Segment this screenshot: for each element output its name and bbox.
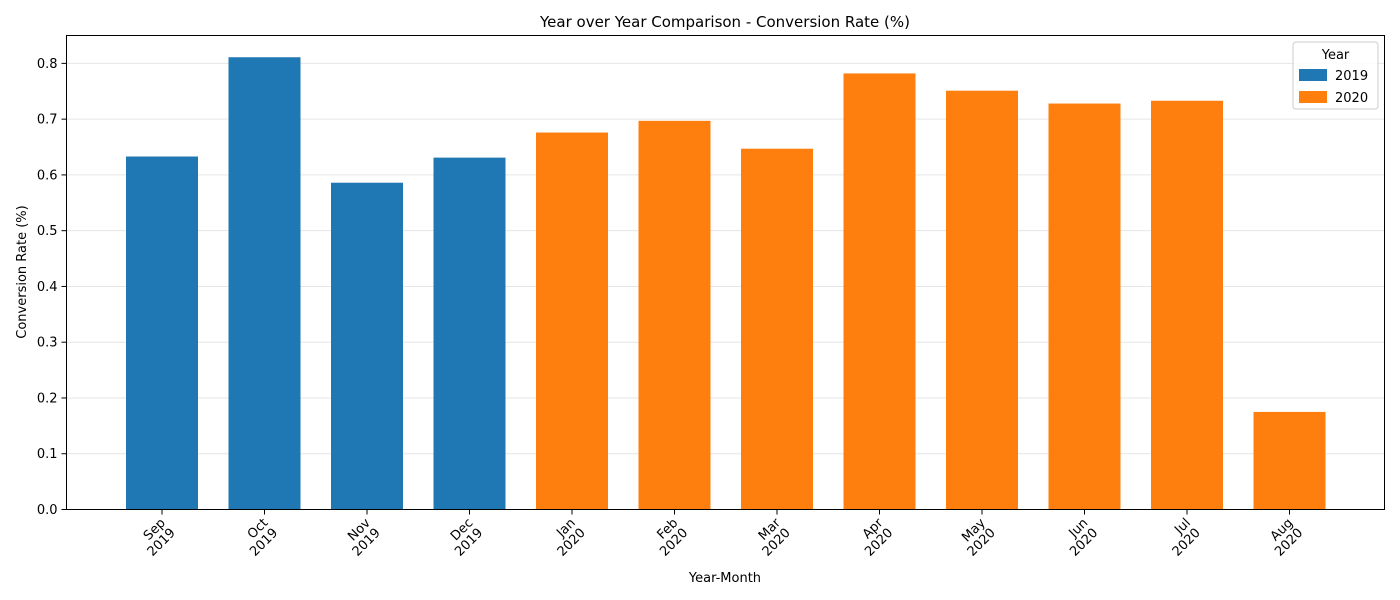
bars (126, 57, 1326, 510)
y-axis-title: Conversion Rate (%) (15, 205, 30, 338)
plot-frame (66, 35, 1385, 510)
y-axis: 0.0 0.1 0.2 0.3 0.4 0.5 0.6 0.7 0.8 (37, 57, 67, 518)
bar-nov-2019 (331, 182, 403, 510)
bar-mar-2020 (741, 148, 813, 510)
bar-jun-2020 (1048, 103, 1121, 510)
y-tick-label: 0.4 (37, 280, 58, 295)
legend-label-2019: 2019 (1335, 69, 1368, 84)
legend-swatch-2019 (1299, 69, 1327, 81)
y-tick-label: 0.6 (37, 168, 58, 183)
bar-feb-2020 (638, 120, 711, 510)
bar-jan-2020 (536, 132, 608, 510)
bar-dec-2019 (433, 157, 506, 510)
legend-label-2020: 2020 (1335, 91, 1368, 106)
y-tick-label: 0.5 (37, 224, 58, 239)
y-tick-label: 0.1 (37, 447, 58, 462)
x-axis-title: Year-Month (688, 571, 761, 586)
bar-jul-2020 (1151, 100, 1223, 510)
y-tick-label: 0.7 (37, 113, 58, 128)
bar-oct-2019 (228, 57, 301, 510)
y-tick-label: 0.0 (37, 503, 58, 518)
y-tick-label: 0.3 (37, 336, 58, 351)
chart-title: Year over Year Comparison - Conversion R… (539, 13, 910, 31)
y-tick-label: 0.2 (37, 391, 58, 406)
legend: Year 2019 2020 (1292, 41, 1379, 110)
y-tick-label: 0.8 (37, 57, 58, 72)
legend-swatch-2020 (1299, 91, 1327, 103)
bar-apr-2020 (843, 73, 916, 510)
bar-may-2020 (946, 90, 1018, 510)
legend-title: Year (1321, 48, 1350, 63)
bar-sep-2019 (126, 156, 198, 510)
bar-aug-2020 (1253, 411, 1326, 510)
